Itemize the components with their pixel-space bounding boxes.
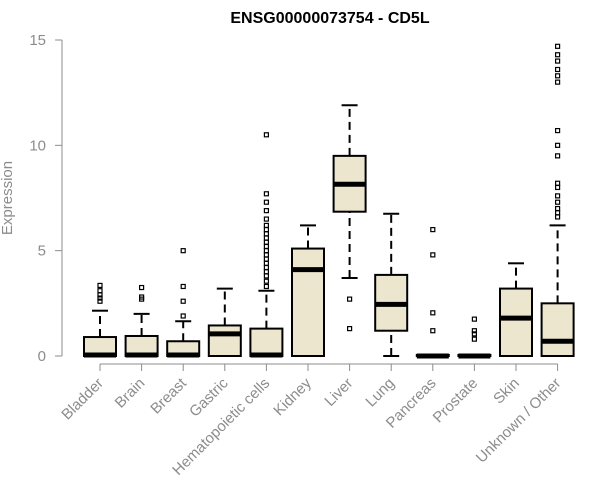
outlier-point xyxy=(263,208,269,214)
outlier-point xyxy=(263,243,269,250)
outlier-point xyxy=(554,214,561,220)
x-tick-label: Bladder xyxy=(58,375,107,424)
outlier-point xyxy=(97,298,103,304)
outlier-point xyxy=(554,184,561,191)
box-kidney xyxy=(291,224,325,357)
outlier-point xyxy=(471,316,477,322)
box-pancreas xyxy=(415,227,450,359)
outlier-point xyxy=(97,295,103,301)
outlier-point xyxy=(430,252,436,258)
outlier-point xyxy=(554,199,561,205)
outlier-point xyxy=(180,313,186,319)
outlier-point xyxy=(554,153,561,159)
outlier-point xyxy=(263,283,269,290)
x-tick-label: Lung xyxy=(362,375,398,411)
outlier-point xyxy=(554,180,561,186)
y-tick-label: 5 xyxy=(38,243,46,260)
outlier-point xyxy=(97,288,103,294)
box-bladder xyxy=(83,282,117,358)
outlier-point xyxy=(554,58,561,64)
outlier-point xyxy=(97,282,103,289)
outlier-point xyxy=(471,328,477,334)
outlier-point xyxy=(554,52,561,58)
y-tick-label: 0 xyxy=(38,348,46,365)
x-tick-label: Liver xyxy=(321,375,356,410)
outlier-point xyxy=(263,264,269,271)
outlier-point xyxy=(554,79,561,85)
outlier-point xyxy=(554,127,561,134)
box-body xyxy=(291,247,325,357)
outlier-point xyxy=(263,273,269,279)
outlier-point xyxy=(263,222,269,228)
x-tick-label: Prostate xyxy=(430,375,482,427)
outlier-point xyxy=(263,199,269,205)
outlier-point xyxy=(471,331,477,337)
outlier-point xyxy=(180,298,186,304)
box-skin xyxy=(499,262,533,357)
box-body xyxy=(540,302,575,358)
outlier-point xyxy=(347,326,353,332)
outlier-point xyxy=(263,269,269,275)
y-axis-label: Expression xyxy=(0,161,16,235)
box-body xyxy=(207,324,242,358)
box-gastric xyxy=(207,287,242,358)
outlier-point xyxy=(263,235,269,241)
x-tick-label: Kidney xyxy=(270,374,315,419)
outlier-point xyxy=(430,310,436,316)
box-series xyxy=(83,43,575,359)
outlier-point xyxy=(263,248,269,254)
outlier-point xyxy=(263,191,269,197)
box-prostate xyxy=(457,316,492,359)
outlier-point xyxy=(430,328,436,334)
y-tick-label: 15 xyxy=(29,32,46,49)
outlier-point xyxy=(263,216,269,222)
outlier-point xyxy=(263,256,269,262)
box-body xyxy=(249,327,284,358)
outlier-point xyxy=(554,193,561,199)
outlier-point xyxy=(554,43,561,49)
box-breast xyxy=(166,248,201,358)
outlier-point xyxy=(180,248,186,254)
outlier-point xyxy=(263,231,269,237)
outlier-point xyxy=(263,252,269,258)
outlier-point xyxy=(471,336,477,342)
x-tick-label: Breast xyxy=(147,374,190,417)
outlier-point xyxy=(554,66,561,73)
x-tick-label: Brain xyxy=(112,375,149,412)
x-tick-label: Skin xyxy=(490,375,523,408)
chart-title: ENSG00000073754 - CD5L xyxy=(230,10,429,27)
box-unknown-other xyxy=(540,43,575,358)
outlier-point xyxy=(263,227,269,233)
outlier-point xyxy=(263,278,269,284)
box-hematopoietic-cells xyxy=(249,132,284,358)
outlier-point xyxy=(263,132,269,138)
y-axis: 0 5 10 15 xyxy=(29,32,63,365)
box-body xyxy=(499,287,533,357)
outlier-point xyxy=(263,260,269,266)
outlier-point xyxy=(139,294,145,300)
outlier-point xyxy=(430,227,436,233)
box-lung xyxy=(374,212,409,357)
outlier-point xyxy=(139,284,145,291)
outlier-point xyxy=(554,73,561,79)
box-liver xyxy=(332,104,367,332)
outlier-point xyxy=(554,210,561,216)
outlier-point xyxy=(347,296,353,302)
outlier-point xyxy=(554,205,561,212)
box-brain xyxy=(124,284,159,358)
outlier-point xyxy=(180,283,186,290)
outlier-point xyxy=(263,239,269,245)
y-tick-label: 10 xyxy=(29,137,46,154)
outlier-point xyxy=(554,142,561,148)
